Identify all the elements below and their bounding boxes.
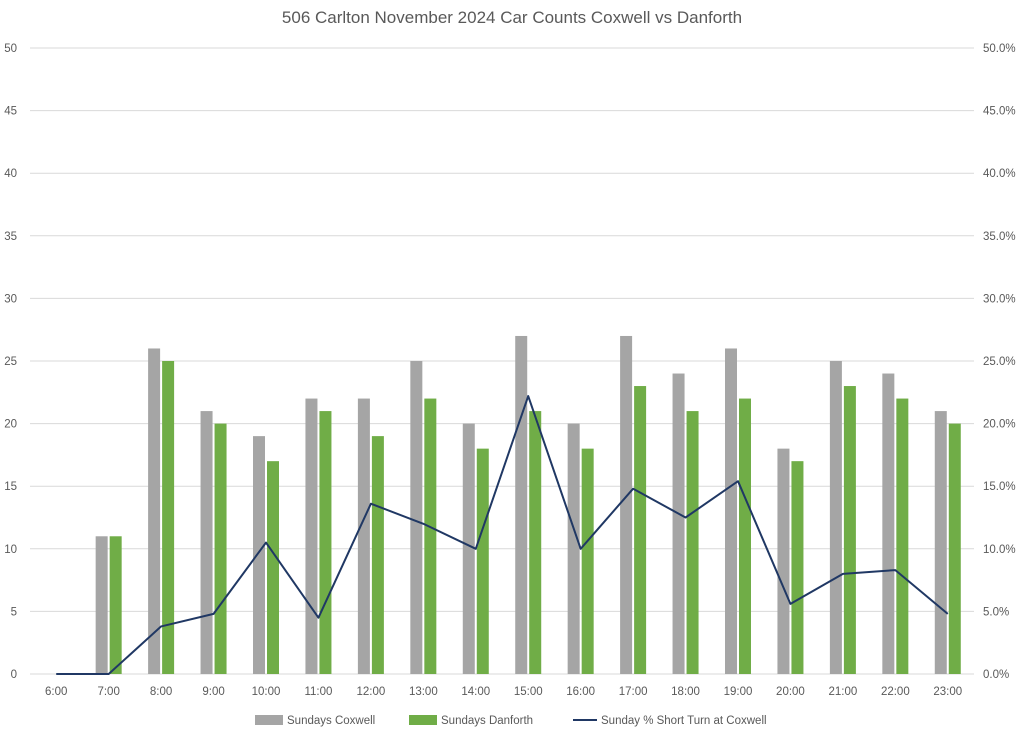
bar-danforth — [424, 398, 437, 674]
x-tick-label: 8:00 — [150, 686, 172, 698]
bar-danforth — [843, 386, 856, 674]
bar-coxwell — [305, 398, 318, 674]
left-axis-ticks: 0 5 10 15 20 25 30 35 40 45 50 — [4, 43, 17, 681]
legend-swatch — [409, 715, 437, 725]
x-tick-label: 10:00 — [252, 686, 281, 698]
bar-danforth — [634, 386, 647, 674]
left-tick-label: 25 — [4, 356, 17, 368]
x-tick-label: 14:00 — [461, 686, 490, 698]
bar-danforth — [371, 436, 384, 674]
bar-coxwell — [777, 448, 790, 674]
x-tick-label: 6:00 — [45, 686, 67, 698]
bar-danforth — [109, 536, 122, 674]
x-tick-label: 21:00 — [828, 686, 857, 698]
legend: Sundays Coxwell Sundays Danforth Sunday % … — [255, 715, 767, 727]
left-tick-label: 0 — [11, 669, 17, 681]
x-tick-label: 9:00 — [202, 686, 224, 698]
bar-coxwell — [410, 361, 423, 674]
bar-coxwell — [148, 348, 161, 674]
right-tick-label: 20.0% — [983, 419, 1016, 431]
bar-coxwell — [462, 423, 475, 674]
left-tick-label: 10 — [4, 544, 17, 556]
bar-danforth — [686, 411, 699, 674]
right-tick-label: 30.0% — [983, 293, 1016, 305]
bar-danforth — [948, 423, 961, 674]
left-tick-label: 20 — [4, 419, 17, 431]
right-tick-label: 15.0% — [983, 481, 1016, 493]
bar-danforth — [896, 398, 909, 674]
x-tick-label: 23:00 — [933, 686, 962, 698]
left-tick-label: 15 — [4, 481, 17, 493]
bar-coxwell — [934, 411, 947, 674]
bar-danforth — [162, 361, 175, 674]
left-tick-label: 35 — [4, 231, 17, 243]
bar-coxwell — [672, 373, 685, 674]
left-tick-label: 45 — [4, 106, 17, 118]
x-tick-label: 7:00 — [97, 686, 119, 698]
bar-danforth — [267, 461, 279, 674]
x-tick-label: 17:00 — [619, 686, 648, 698]
legend-label: Sundays Danforth — [441, 715, 533, 727]
legend-label: Sundays Coxwell — [287, 715, 375, 727]
x-tick-label: 20:00 — [776, 686, 805, 698]
x-tick-label: 13:00 — [409, 686, 438, 698]
bar-danforth — [214, 423, 227, 674]
right-axis-ticks: 0.0% 5.0% 10.0% 15.0% 20.0% 25.0% 30.0% 35.0% 40… — [983, 43, 1016, 681]
bar-danforth — [319, 411, 332, 674]
bar-coxwell — [357, 398, 370, 674]
bar-coxwell — [515, 335, 528, 674]
bar-coxwell — [200, 411, 213, 674]
bar-coxwell — [725, 348, 737, 674]
left-tick-label: 5 — [11, 606, 17, 618]
bar-coxwell — [567, 423, 580, 674]
bar-danforth — [581, 448, 594, 674]
x-tick-label: 12:00 — [356, 686, 385, 698]
right-tick-label: 10.0% — [983, 544, 1016, 556]
left-tick-label: 30 — [4, 293, 17, 305]
legend-swatch — [255, 715, 283, 725]
x-tick-label: 22:00 — [881, 686, 910, 698]
right-tick-label: 25.0% — [983, 356, 1016, 368]
bar-coxwell — [620, 335, 633, 674]
bar-danforth — [739, 398, 751, 674]
left-tick-label: 50 — [4, 43, 17, 55]
bar-coxwell — [253, 436, 265, 674]
bar-danforth — [791, 461, 804, 674]
chart-title: 506 Carlton November 2024 Car Counts Cox… — [282, 8, 742, 27]
bar-coxwell — [829, 361, 842, 674]
bars — [95, 335, 961, 674]
right-tick-label: 50.0% — [983, 43, 1016, 55]
left-tick-label: 40 — [4, 168, 17, 180]
x-tick-label: 15:00 — [514, 686, 543, 698]
bar-danforth — [476, 448, 489, 674]
x-tick-label: 19:00 — [724, 686, 753, 698]
bar-coxwell — [95, 536, 108, 674]
short-turn-line — [56, 395, 949, 675]
bar-coxwell — [882, 373, 895, 674]
x-axis-ticks: 6:00 7:00 8:00 9:00 10:00 11:00 12:00 13:00 14:0… — [45, 686, 962, 698]
right-tick-label: 5.0% — [983, 606, 1009, 618]
right-tick-label: 40.0% — [983, 168, 1016, 180]
legend-label: Sunday % Short Turn at Coxwell — [601, 715, 767, 727]
x-tick-label: 11:00 — [304, 686, 332, 698]
x-tick-label: 18:00 — [671, 686, 700, 698]
x-tick-label: 16:00 — [566, 686, 595, 698]
right-tick-label: 0.0% — [983, 669, 1009, 681]
line-short-turn — [56, 395, 949, 675]
bar-danforth — [529, 411, 542, 674]
right-tick-label: 35.0% — [983, 231, 1016, 243]
gridlines — [30, 47, 974, 675]
right-tick-label: 45.0% — [983, 106, 1016, 118]
